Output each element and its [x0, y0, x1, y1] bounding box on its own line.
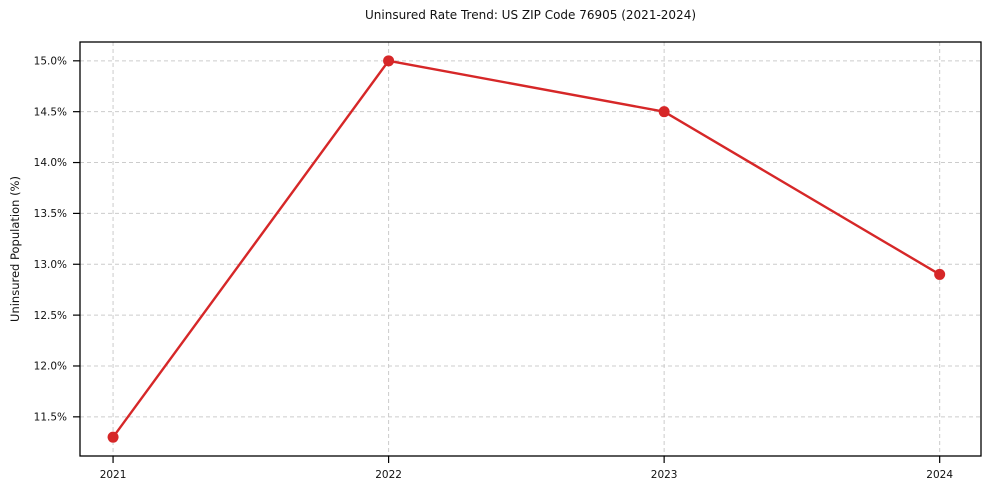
- x-tick-label: 2023: [651, 469, 678, 481]
- y-tick-label: 13.5%: [34, 208, 67, 220]
- y-tick-label: 12.5%: [34, 310, 67, 322]
- chart-title: Uninsured Rate Trend: US ZIP Code 76905 …: [364, 8, 697, 22]
- y-tick-label: 11.5%: [34, 412, 67, 424]
- y-tick-label: 13.0%: [34, 259, 67, 271]
- y-tick-label: 14.0%: [34, 157, 67, 169]
- series-line: [111, 59, 941, 439]
- y-axis-title: Uninsured Population (%): [8, 176, 22, 322]
- data-point: [107, 431, 119, 443]
- x-tick-label: 2024: [926, 469, 953, 481]
- data-point: [934, 268, 946, 280]
- y-tick-label: 14.5%: [34, 106, 67, 118]
- x-tick-label: 2021: [100, 469, 127, 481]
- data-point: [383, 55, 395, 67]
- x-tick-label: 2022: [375, 469, 402, 481]
- y-tick-label: 15.0%: [34, 56, 67, 68]
- y-tick-label: 12.0%: [34, 361, 67, 373]
- data-point: [658, 106, 670, 118]
- plot-frame: [79, 41, 982, 457]
